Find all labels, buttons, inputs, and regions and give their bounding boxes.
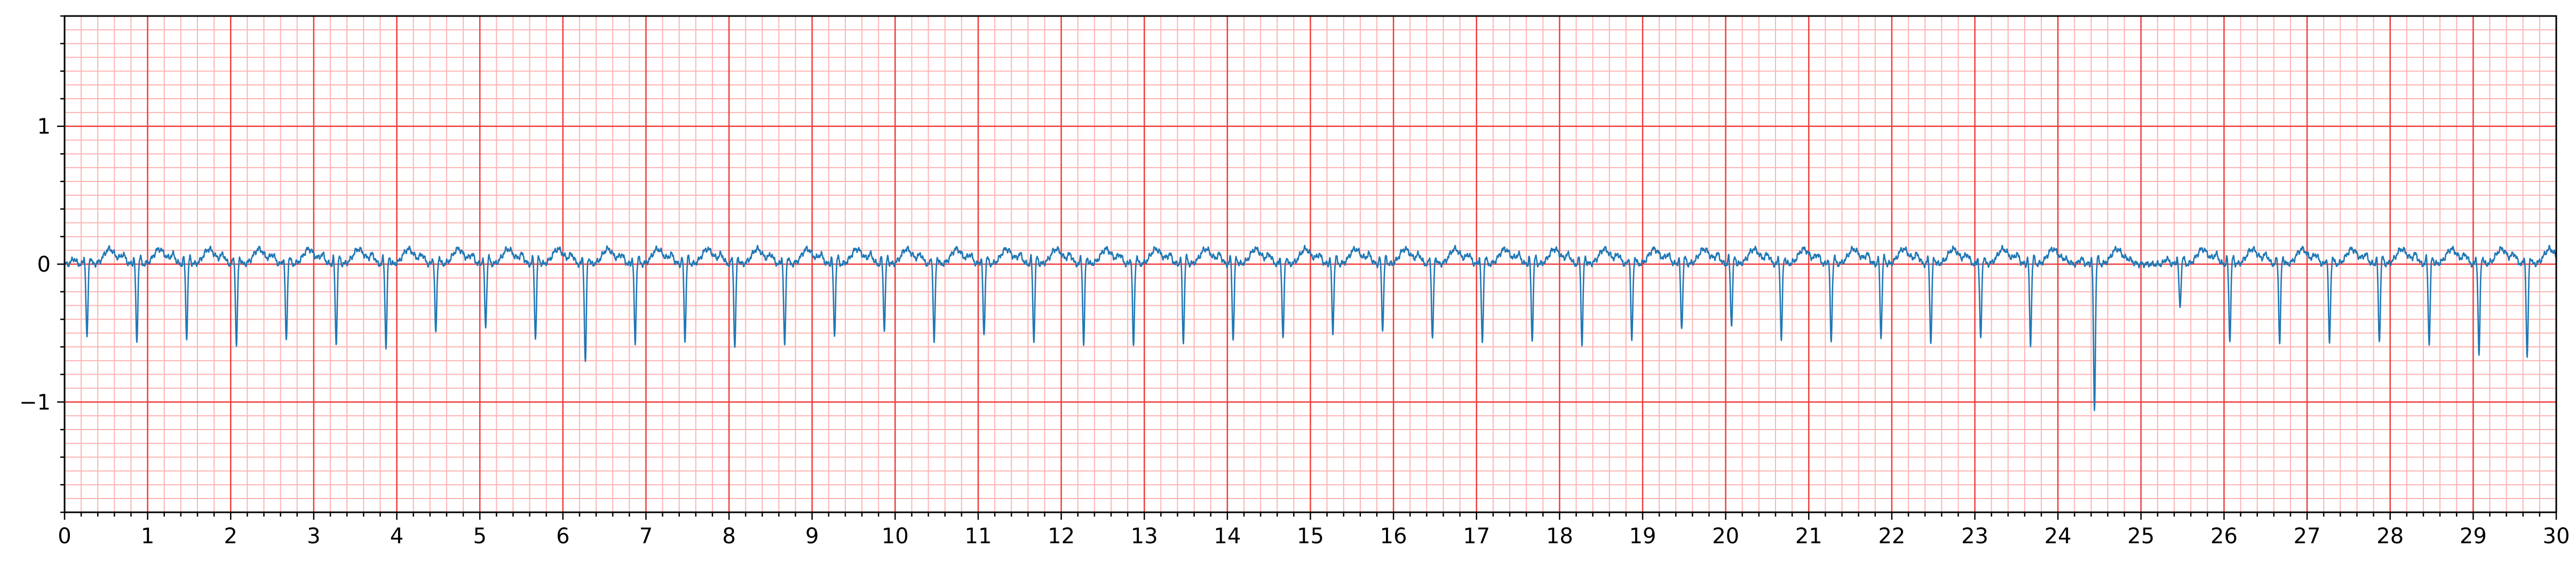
x-tick-label: 16 [1380,524,1407,549]
y-tick-label: −1 [19,390,51,415]
x-tick-label: 5 [473,524,486,549]
x-tick-label: 4 [390,524,403,549]
x-tick-label: 20 [1712,524,1739,549]
x-tick-label: 18 [1546,524,1573,549]
x-tick-label: 12 [1048,524,1075,549]
x-tick-label: 26 [2210,524,2238,549]
x-tick-label: 23 [1961,524,1988,549]
x-tick-label: 13 [1131,524,1158,549]
x-tick-label: 6 [556,524,569,549]
x-tick-label: 19 [1629,524,1656,549]
x-tick-label: 21 [1795,524,1822,549]
x-tick-label: 10 [882,524,909,549]
x-tick-label: 17 [1463,524,1490,549]
x-tick-label: 29 [2460,524,2487,549]
x-tick-label: 22 [1878,524,1905,549]
x-tick-label: 0 [58,524,71,549]
x-tick-label: 24 [2044,524,2072,549]
axes: 0 1 2 3 4 5 6 7 8 9 10 11 12 13 14 15 16 17 18 19 20 21 22 23 24… [19,15,2570,549]
ecg-trace-group [64,244,2557,411]
x-tick-label: 3 [307,524,320,549]
x-tick-label: 2 [224,524,237,549]
x-tick-label: 15 [1297,524,1324,549]
x-tick-label: 7 [639,524,653,549]
x-tick-label: 1 [141,524,154,549]
x-tick-label: 8 [722,524,735,549]
y-tick-label: 0 [37,252,51,277]
x-tick-label: 27 [2294,524,2321,549]
x-tick-label: 30 [2543,524,2570,549]
x-tick-label: 11 [965,524,992,549]
x-tick-label: 28 [2376,524,2404,549]
x-tick-label: 14 [1214,524,1241,549]
y-tick-label: 1 [37,115,51,139]
ecg-trace-line [64,244,2557,411]
x-tick-label: 25 [2127,524,2154,549]
x-tick-label: 9 [805,524,819,549]
